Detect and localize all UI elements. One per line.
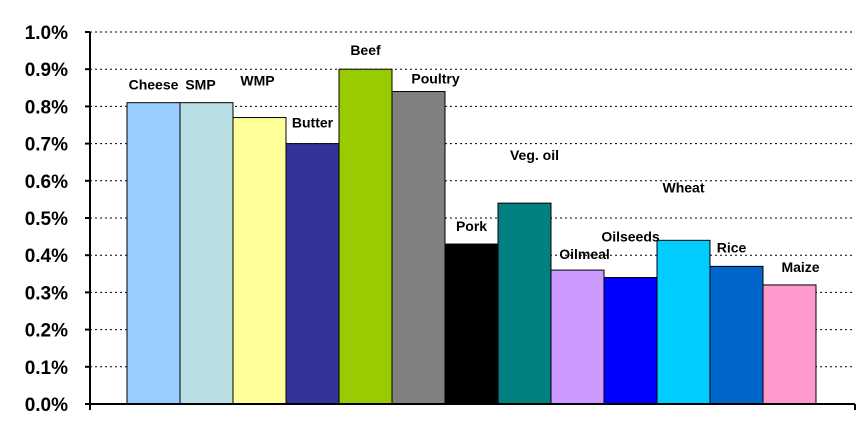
bar-label: Maize bbox=[781, 259, 819, 275]
axes bbox=[85, 31, 856, 410]
bar-label: Beef bbox=[350, 42, 381, 58]
y-tick-label: 0.3% bbox=[25, 283, 68, 304]
y-tick-label: 1.0% bbox=[25, 23, 68, 44]
bar-wheat bbox=[656, 239, 711, 405]
y-tick-label: 0.9% bbox=[25, 60, 68, 81]
bar-smp bbox=[179, 102, 234, 405]
bar-label: Butter bbox=[292, 115, 334, 131]
bar-label: Wheat bbox=[663, 179, 705, 195]
bar-oilseeds bbox=[603, 277, 658, 405]
bars bbox=[126, 68, 817, 405]
y-tick-label: 0.2% bbox=[25, 321, 68, 342]
bar-label: Veg. oil bbox=[510, 147, 559, 163]
bar-label: Poultry bbox=[411, 71, 459, 87]
y-tick-label: 0.7% bbox=[25, 135, 68, 156]
y-axis-tick-labels: 0.0% 0.1% 0.2% 0.3% 0.4% 0.5% 0.6% 0.7% 0.8% 0.9%… bbox=[25, 23, 68, 416]
y-tick-label: 0.6% bbox=[25, 172, 68, 193]
bar-wmp bbox=[232, 117, 287, 405]
bar-oilmeal bbox=[550, 269, 605, 405]
bar-label: Pork bbox=[456, 218, 487, 234]
bar-maize bbox=[762, 284, 817, 405]
bar-labels: Cheese SMP WMP Butter Beef Poultry Pork Veg. oi… bbox=[129, 42, 820, 275]
y-tick-label: 0.8% bbox=[25, 97, 68, 118]
bar-rice bbox=[709, 265, 764, 405]
bar-label: Oilmeal bbox=[559, 246, 610, 262]
bar-poultry bbox=[391, 91, 446, 405]
bar-pork bbox=[444, 243, 499, 405]
bar-label: Oilseeds bbox=[601, 229, 660, 245]
y-tick-label: 0.5% bbox=[25, 209, 68, 230]
y-tick-label: 0.0% bbox=[25, 395, 68, 416]
bar-cheese bbox=[126, 102, 181, 405]
bar-label: Rice bbox=[717, 239, 747, 255]
bar-beef bbox=[338, 68, 393, 405]
bar-label: SMP bbox=[185, 77, 215, 93]
y-tick-label: 0.1% bbox=[25, 358, 68, 379]
bar-veg-oil bbox=[497, 202, 552, 405]
bar-label: WMP bbox=[240, 73, 274, 89]
y-tick-label: 0.4% bbox=[25, 246, 68, 267]
bar-butter bbox=[285, 143, 340, 405]
bar-label: Cheese bbox=[129, 77, 179, 93]
